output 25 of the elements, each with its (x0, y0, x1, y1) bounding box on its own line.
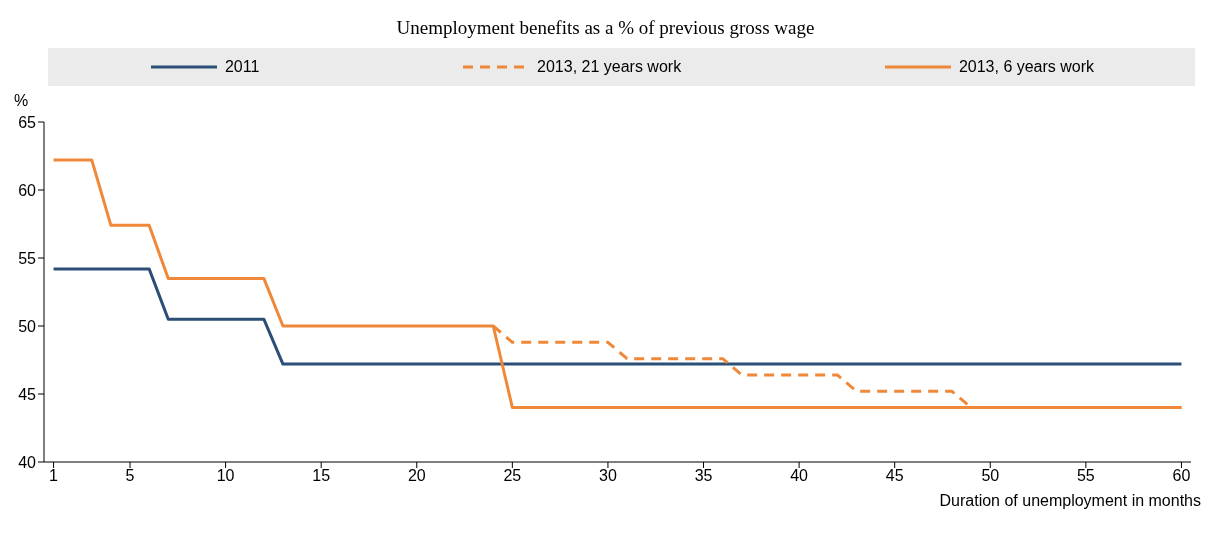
y-tick-label: 60 (18, 181, 37, 199)
chart-title: Unemployment benefits as a % of previous gross wage (395, 16, 816, 40)
y-tick-label: 55 (18, 249, 37, 267)
x-tick-label: 30 (599, 467, 617, 485)
x-tick-label: 60 (1172, 467, 1191, 485)
x-tick-label: 35 (694, 467, 713, 485)
y-tick-label: 40 (18, 453, 37, 471)
x-tick-label: 50 (981, 467, 1000, 485)
x-tick-label: 55 (1076, 467, 1095, 485)
x-tick-label: 40 (790, 467, 809, 485)
x-tick-label: 5 (125, 467, 135, 485)
y-tick-label: 45 (18, 385, 37, 403)
legend-label: 2011 (224, 58, 260, 76)
y-tick-label: 50 (18, 317, 37, 335)
x-tick-label: 25 (503, 467, 522, 485)
y-axis-title: % (13, 92, 30, 111)
legend-label: 2013, 21 years work (537, 58, 682, 76)
legend-label: 2013, 6 years work (958, 58, 1095, 76)
x-tick-label: 15 (312, 467, 331, 485)
y-tick-label: 65 (18, 113, 37, 131)
x-tick-label: 1 (49, 467, 59, 485)
x-axis-title: Duration of unemployment in months (938, 492, 1202, 510)
x-tick-label: 45 (885, 467, 904, 485)
x-tick-label: 20 (407, 467, 426, 485)
x-tick-label: 10 (216, 467, 235, 485)
